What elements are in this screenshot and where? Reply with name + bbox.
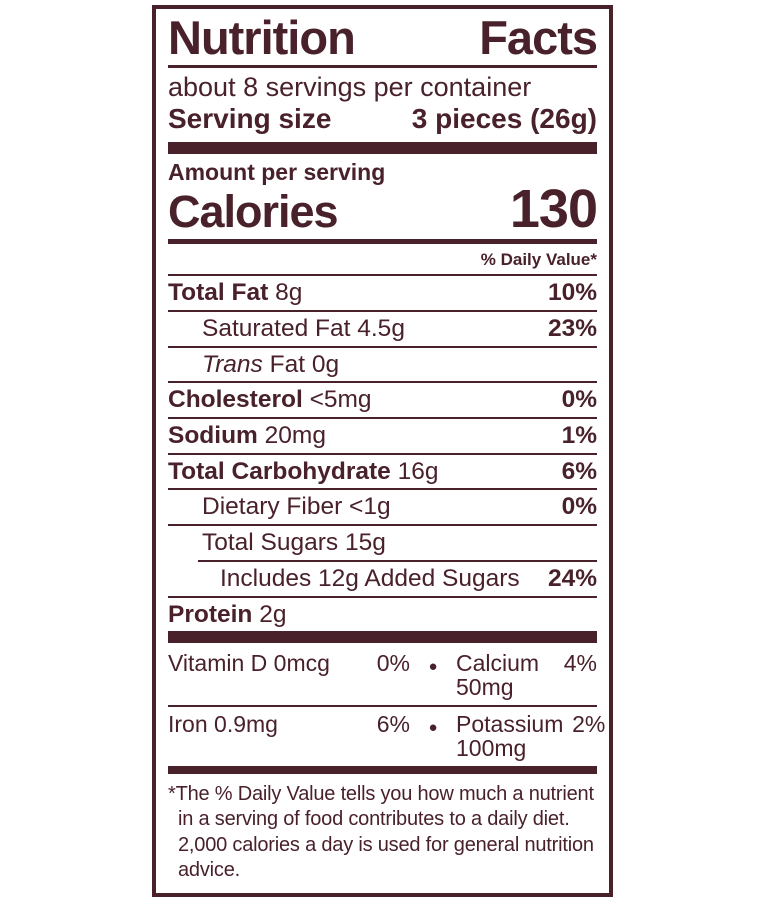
nutrient-row-saturated-fat: Saturated Fat 4.5g 23% bbox=[168, 309, 597, 346]
calories-value: 130 bbox=[509, 178, 598, 239]
nutrient-amount: Dietary Fiber <1g bbox=[202, 493, 391, 521]
nutrient-row-total-sugars: Total Sugars 15g bbox=[168, 524, 597, 560]
thick-divider-bar bbox=[168, 765, 597, 774]
label-title: Nutrition Facts bbox=[168, 11, 598, 68]
nutrient-amount: Total Sugars 15g bbox=[202, 529, 386, 557]
nutrient-name: Dietary Fiber <1g bbox=[202, 494, 391, 520]
nutrient-name: Total Carbohydrate 16g bbox=[168, 457, 439, 485]
daily-value-header: % Daily Value* bbox=[480, 250, 597, 270]
micronutrient-right: Calcium 50mg bbox=[456, 650, 540, 701]
nutrient-strong: Total Carbohydrate bbox=[168, 457, 391, 485]
nutrient-daily-value: 0% bbox=[561, 386, 597, 414]
nutrient-amount: 2g bbox=[259, 600, 287, 628]
nutrient-name: Total Fat 8g bbox=[168, 280, 302, 306]
servings-per-container: about 8 servings per container bbox=[168, 71, 532, 102]
nutrient-strong: Cholesterol bbox=[168, 386, 303, 414]
nutrient-name: Cholesterol <5mg bbox=[168, 387, 372, 413]
thick-divider-bar bbox=[168, 631, 597, 644]
nutrient-name: Sodium 20mg bbox=[168, 423, 326, 449]
nutrient-name: Total Sugars 15g bbox=[202, 530, 386, 556]
serving-size-label: Serving size bbox=[168, 103, 332, 135]
micronutrient-right-pct: 2% bbox=[572, 710, 606, 737]
micronutrient-left: Iron 0.9mg bbox=[168, 710, 278, 737]
nutrient-daily-value: 23% bbox=[547, 314, 597, 342]
nutrient-daily-value: 10% bbox=[547, 279, 597, 307]
daily-value-footnote: *The % Daily Value tells you how much a … bbox=[168, 782, 594, 882]
nutrient-name: Trans Fat 0g bbox=[202, 350, 340, 378]
micronutrient-right-pct: 4% bbox=[563, 650, 597, 677]
nutrient-row-cholesterol: Cholesterol <5mg 0% bbox=[168, 381, 597, 417]
amount-per-serving-label: Amount per serving bbox=[168, 158, 386, 185]
nutrient-italic: Trans bbox=[202, 350, 263, 378]
nutrient-amount: Fat 0g bbox=[269, 350, 340, 378]
nutrient-name: Protein 2g bbox=[168, 600, 287, 628]
thick-divider-bar bbox=[168, 141, 597, 154]
nutrient-amount: 20mg bbox=[264, 421, 326, 449]
nutrient-row-sodium: Sodium 20mg 1% bbox=[168, 416, 597, 453]
nutrient-row-protein: Protein 2g bbox=[168, 595, 597, 632]
micronutrient-row-2: Iron 0.9mg 6% ● Potassium 100mg 2% bbox=[168, 704, 605, 765]
nutrient-strong: Total Fat bbox=[168, 279, 269, 307]
nutrient-amount: 8g bbox=[275, 279, 303, 307]
nutrient-row-dietary-fiber: Dietary Fiber <1g 0% bbox=[168, 488, 597, 524]
nutrition-facts-panel: Nutrition Facts about 8 servings per con… bbox=[152, 5, 613, 897]
micronutrient-left: Vitamin D 0mcg bbox=[168, 650, 330, 677]
micronutrient-left-pct: 6% bbox=[376, 710, 410, 737]
micronutrient-right: Potassium 100mg bbox=[456, 710, 564, 761]
title-word-nutrition: Nutrition bbox=[168, 11, 356, 64]
nutrient-amount: 16g bbox=[397, 457, 439, 485]
micronutrient-row-1: Vitamin D 0mcg 0% ● Calcium 50mg 4% bbox=[168, 646, 597, 704]
nutrient-amount: Saturated Fat 4.5g bbox=[202, 314, 405, 342]
nutrient-name: Includes 12g Added Sugars bbox=[220, 564, 520, 592]
nutrient-daily-value: 1% bbox=[561, 421, 597, 449]
nutrient-name: Saturated Fat 4.5g bbox=[202, 314, 405, 342]
nutrient-daily-value: 0% bbox=[561, 493, 597, 521]
calories-label: Calories bbox=[168, 185, 339, 237]
nutrient-daily-value: 6% bbox=[561, 457, 597, 485]
serving-size-row: Serving size 3 pieces (26g) bbox=[168, 102, 597, 139]
nutrient-row-trans-fat: Trans Fat 0g bbox=[168, 345, 597, 382]
nutrient-daily-value: 24% bbox=[547, 564, 597, 592]
title-word-facts: Facts bbox=[479, 11, 598, 64]
nutrient-row-total-fat: Total Fat 8g 10% bbox=[168, 274, 597, 310]
serving-size-value: 3 pieces (26g) bbox=[411, 103, 597, 135]
bullet-separator-icon: ● bbox=[428, 718, 438, 736]
nutrient-amount: <5mg bbox=[309, 386, 372, 414]
nutrient-strong: Sodium bbox=[168, 421, 258, 449]
nutrient-row-total-carbohydrate: Total Carbohydrate 16g 6% bbox=[168, 452, 597, 489]
bullet-separator-icon: ● bbox=[428, 658, 438, 676]
calories-row: Calories 130 bbox=[168, 178, 598, 245]
indented-divider bbox=[198, 559, 597, 562]
micronutrient-left-pct: 0% bbox=[376, 650, 410, 677]
nutrient-row-added-sugars: Includes 12g Added Sugars 24% bbox=[168, 562, 597, 596]
nutrient-strong: Protein bbox=[168, 600, 253, 628]
nutrient-amount: Includes 12g Added Sugars bbox=[220, 564, 520, 592]
